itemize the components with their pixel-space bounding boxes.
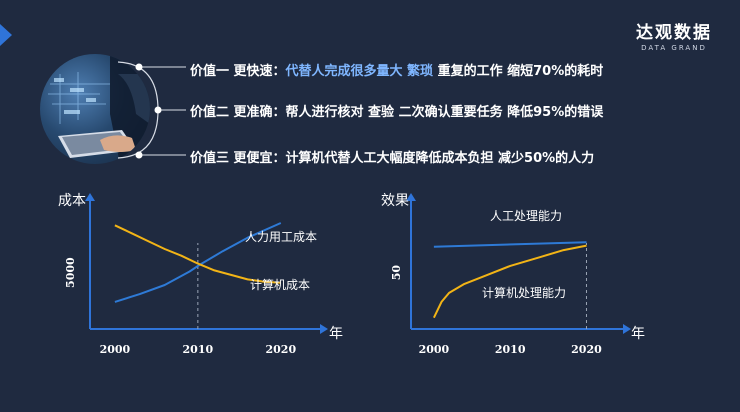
value-1-highlight: 代替人完成很多量大 繁琐 bbox=[285, 64, 434, 79]
series-label: 人力用工成本 bbox=[245, 230, 317, 244]
series-line bbox=[432, 244, 587, 319]
value-1-text: 重复的工作 缩短70%的耗时 bbox=[433, 64, 604, 79]
series-line bbox=[114, 224, 281, 284]
value-3-prefix: 价值三 更便宜： bbox=[190, 151, 286, 166]
x-tick-label: 2000 bbox=[419, 343, 450, 356]
connector-bracket bbox=[117, 61, 186, 159]
bullet-dot bbox=[154, 106, 162, 114]
value-3-text: 计算机代替人工大幅度降低成本负担 减少50%的人力 bbox=[285, 151, 595, 166]
series-label: 计算机成本 bbox=[250, 277, 310, 292]
x-tick-label: 2010 bbox=[495, 343, 526, 356]
value-1-prefix: 价值一 更快速： bbox=[190, 64, 286, 79]
y-axis-arrow-icon bbox=[406, 193, 416, 201]
x-axis-arrow-icon bbox=[320, 324, 328, 334]
x-tick-label: 2010 bbox=[183, 343, 214, 356]
value-row-3: 价值三 更便宜：计算机代替人工大幅度降低成本负担 减少50%的人力 bbox=[190, 147, 594, 166]
series-line bbox=[433, 241, 587, 248]
value-2-text: 帮人进行核对 查验 二次确认重要任务 降低95%的错误 bbox=[285, 105, 604, 120]
value-row-1: 价值一 更快速：代替人完成很多量大 繁琐 重复的工作 缩短70%的耗时 bbox=[190, 60, 603, 79]
y-axis-label: 效果 bbox=[381, 193, 409, 209]
x-axis-label: 年 bbox=[329, 326, 343, 342]
business-tablet-photo bbox=[40, 54, 150, 164]
brand-subtitle: DATA GRAND bbox=[641, 44, 707, 52]
series-label: 人工处理能力 bbox=[490, 209, 562, 223]
bullet-dot bbox=[135, 63, 143, 71]
y-axis-label: 成本 bbox=[58, 193, 86, 209]
brand-logo: 达观数据 DATA GRAND bbox=[636, 18, 712, 52]
x-axis-label: 年 bbox=[631, 326, 645, 342]
corner-arrow-icon bbox=[0, 24, 12, 46]
y-tick-label: 50 bbox=[390, 265, 403, 281]
value-2-prefix: 价值二 更准确： bbox=[190, 105, 286, 120]
bullet-dot bbox=[135, 151, 143, 159]
y-axis-arrow-icon bbox=[85, 193, 95, 201]
series-line bbox=[114, 222, 282, 303]
y-tick-label: 5000 bbox=[64, 257, 77, 288]
x-axis-arrow-icon bbox=[623, 324, 631, 334]
brand-name: 达观数据 bbox=[636, 23, 712, 43]
series-label: 计算机处理能力 bbox=[482, 285, 566, 300]
value-row-2: 价值二 更准确：帮人进行核对 查验 二次确认重要任务 降低95%的错误 bbox=[190, 101, 603, 120]
x-tick-label: 2020 bbox=[266, 343, 297, 356]
x-tick-label: 2000 bbox=[100, 343, 131, 356]
x-tick-label: 2020 bbox=[571, 343, 602, 356]
